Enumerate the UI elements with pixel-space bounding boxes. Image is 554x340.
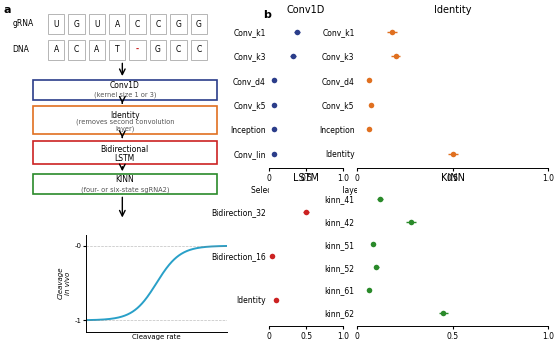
FancyBboxPatch shape <box>48 40 64 60</box>
Text: DNA: DNA <box>13 45 29 54</box>
Text: Bidirectional: Bidirectional <box>101 145 149 154</box>
Text: A: A <box>115 20 120 29</box>
Title: LSTM: LSTM <box>293 173 319 183</box>
FancyBboxPatch shape <box>33 80 217 100</box>
Text: C: C <box>135 20 140 29</box>
Text: Conv1D: Conv1D <box>110 81 140 89</box>
Text: T: T <box>115 45 120 54</box>
FancyBboxPatch shape <box>33 174 217 194</box>
Text: -: - <box>136 45 139 54</box>
Text: KINN: KINN <box>115 175 134 184</box>
FancyBboxPatch shape <box>150 40 166 60</box>
Text: (removes second convolution
layer): (removes second convolution layer) <box>76 118 174 133</box>
FancyBboxPatch shape <box>150 14 166 34</box>
Title: Identity: Identity <box>434 5 471 15</box>
FancyBboxPatch shape <box>170 14 187 34</box>
Text: gRNA: gRNA <box>13 19 34 28</box>
FancyBboxPatch shape <box>68 40 85 60</box>
Text: G: G <box>74 20 79 29</box>
Text: U: U <box>53 20 59 29</box>
Text: C: C <box>74 45 79 54</box>
FancyBboxPatch shape <box>33 106 217 134</box>
Text: Identity: Identity <box>110 111 140 120</box>
FancyBboxPatch shape <box>89 14 105 34</box>
Text: G: G <box>155 45 161 54</box>
Text: a: a <box>4 5 11 15</box>
Title: Conv1D: Conv1D <box>287 5 325 15</box>
Text: (kernel size 1 or 3): (kernel size 1 or 3) <box>94 92 156 99</box>
Text: b: b <box>263 10 271 20</box>
Text: G: G <box>176 20 181 29</box>
FancyBboxPatch shape <box>191 40 207 60</box>
FancyBboxPatch shape <box>130 40 146 60</box>
FancyBboxPatch shape <box>33 141 217 164</box>
Text: G: G <box>196 20 202 29</box>
Text: (four- or six-state sgRNA2): (four- or six-state sgRNA2) <box>81 186 169 193</box>
Text: A: A <box>94 45 100 54</box>
Text: C: C <box>176 45 181 54</box>
Text: LSTM: LSTM <box>115 154 135 163</box>
X-axis label: Cleavage rate: Cleavage rate <box>132 334 181 340</box>
FancyBboxPatch shape <box>109 14 125 34</box>
Title: KINN: KINN <box>441 173 465 183</box>
Text: A: A <box>53 45 59 54</box>
FancyBboxPatch shape <box>170 40 187 60</box>
Y-axis label: Cleavage
in vivo: Cleavage in vivo <box>58 267 70 299</box>
FancyBboxPatch shape <box>191 14 207 34</box>
FancyBboxPatch shape <box>48 14 64 34</box>
Text: U: U <box>94 20 100 29</box>
FancyBboxPatch shape <box>130 14 146 34</box>
Text: C: C <box>155 20 161 29</box>
X-axis label: Selection probability of layer
type: Selection probability of layer type <box>251 186 361 205</box>
Text: C: C <box>196 45 202 54</box>
FancyBboxPatch shape <box>68 14 85 34</box>
X-axis label: Selection probability of layer
type: Selection probability of layer type <box>398 186 508 205</box>
FancyBboxPatch shape <box>89 40 105 60</box>
FancyBboxPatch shape <box>109 40 125 60</box>
